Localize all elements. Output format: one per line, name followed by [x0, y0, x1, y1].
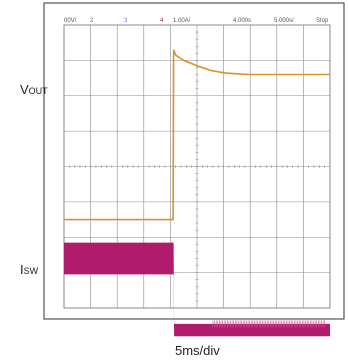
waveform-traces [64, 49, 330, 337]
trigger-time: 4.000s [233, 18, 251, 24]
ch4-scale: 1.00A/ [173, 18, 191, 24]
isw-trace [64, 242, 330, 337]
timebase-label: 5ms/div [175, 343, 220, 358]
vout-label-main: V [20, 82, 29, 97]
timebase-setting: 5.000s/ [274, 18, 294, 24]
vout-trace [64, 49, 330, 221]
vout-label: VOUT [20, 82, 48, 97]
graticule [63, 24, 331, 309]
run-state: Stop [316, 18, 329, 24]
isw-label: ISW [20, 262, 38, 277]
ch4-number: 4 [160, 18, 164, 24]
ch1-scale: 00V/ [64, 18, 77, 24]
isw-label-main: I [20, 262, 24, 277]
vout-label-sub: OUT [28, 86, 48, 96]
isw-label-sub: SW [23, 266, 39, 276]
ch2-number: 2 [90, 18, 94, 24]
ch3-number: 3 [124, 18, 128, 24]
